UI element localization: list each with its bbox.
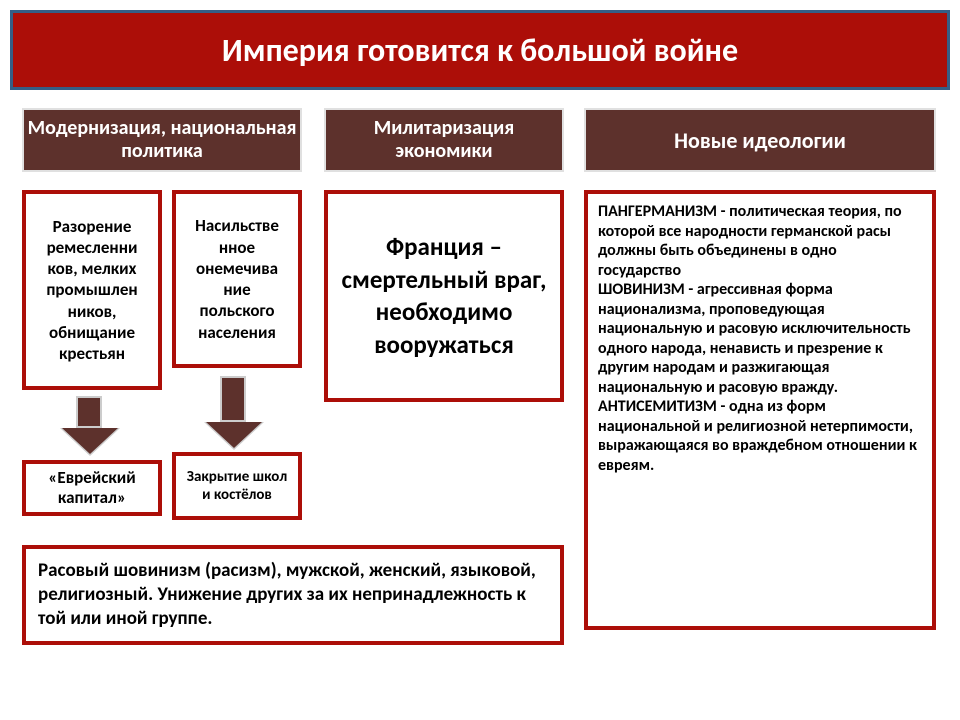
bottom-box: Расовый шовинизм (расизм), мужской, женс… [22, 545, 564, 645]
col1-header: Модернизация, национальная политика [22, 108, 302, 172]
col1-bot-right-box: Закрытие школ и костёлов [172, 452, 302, 520]
slide-canvas: Империя готовится к большой войне Модерн… [0, 0, 960, 720]
arrow-down-left [62, 396, 118, 456]
col3-box: ПАНГЕРМАНИЗМ - политическая теория, по к… [584, 190, 936, 630]
col1-bot-left-box: «Еврейский капитал» [22, 460, 162, 516]
col2-box: Франция – смертельный враг, необходимо в… [324, 190, 564, 402]
arrow-down-right [206, 376, 262, 450]
col1-top-left-box: Разорение ремесленни ков, мелких промышл… [22, 190, 162, 390]
col1-top-right-box: Насильстве нное онемечива ние польского … [172, 190, 302, 368]
col3-definitions: ПАНГЕРМАНИЗМ - политическая теория, по к… [598, 202, 922, 475]
col2-header: Милитаризация экономики [324, 108, 564, 172]
col3-header: Новые идеологии [584, 108, 936, 172]
slide-title: Империя готовится к большой войне [10, 10, 950, 90]
